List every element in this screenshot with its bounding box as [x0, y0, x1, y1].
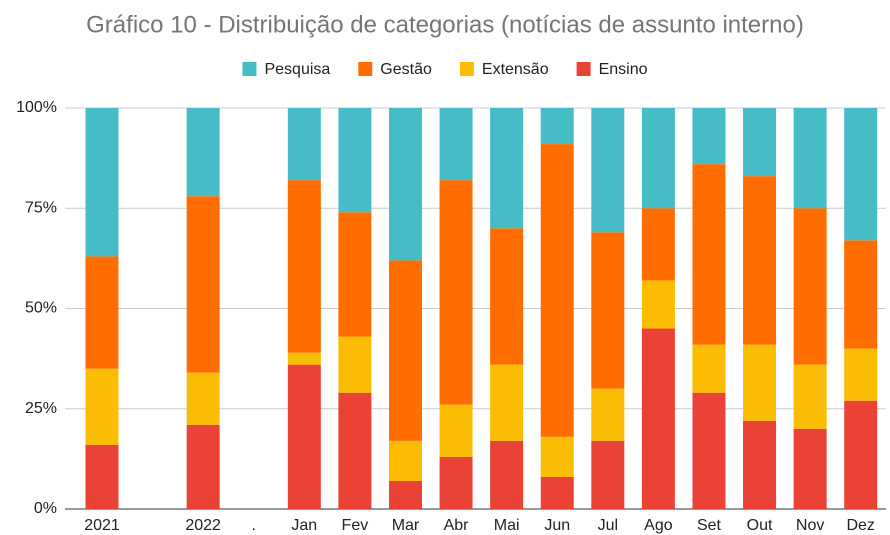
bar-segment: [591, 388, 625, 441]
bar-segment: [490, 440, 524, 509]
y-tick-label: 50%: [25, 300, 57, 317]
bar-segment: [490, 364, 524, 441]
y-tick-label: 100%: [16, 99, 57, 116]
y-tick-label: 0%: [34, 500, 57, 517]
x-tick-label: Out: [747, 517, 773, 534]
x-tick-label: Mai: [494, 517, 520, 534]
bar-segment: [287, 180, 321, 353]
y-tick-label: 75%: [25, 199, 57, 216]
bar-segment: [540, 436, 574, 477]
bar-segment: [388, 440, 422, 481]
bar-segment: [388, 260, 422, 441]
bar-segment: [287, 352, 321, 365]
y-tick-label: 25%: [25, 400, 57, 417]
x-tick-label: Set: [697, 517, 722, 534]
bar-segment: [388, 480, 422, 509]
bar-segment: [793, 364, 827, 429]
x-tick-label: Dez: [846, 517, 874, 534]
legend-swatch: [242, 62, 257, 76]
bar-segment: [540, 476, 574, 509]
bar-segment: [844, 400, 878, 509]
bar-segment: [439, 180, 473, 405]
bar-segment: [540, 144, 574, 437]
x-tick-label: Mar: [392, 517, 420, 534]
legend: Pesquisa Gestão Extensão Ensino: [242, 61, 648, 78]
bar-segment: [186, 108, 220, 197]
bar-segment: [641, 328, 675, 509]
bar-segment: [743, 176, 777, 345]
bar-segment: [641, 208, 675, 281]
bar-segment: [338, 108, 372, 213]
bar-segment: [439, 456, 473, 509]
bar-segment: [743, 108, 777, 177]
bar-segment: [743, 344, 777, 421]
x-tick-label: Abr: [444, 517, 470, 534]
bar-segment: [439, 404, 473, 457]
bar-segment: [186, 372, 220, 425]
legend-label: Pesquisa: [264, 61, 330, 78]
x-tick-label: 2022: [185, 517, 221, 534]
legend-swatch: [459, 62, 474, 76]
chart-title: Gráfico 10 - Distribuição de categorias …: [86, 11, 804, 38]
bar-segment: [287, 108, 321, 181]
x-tick-label: Jan: [291, 517, 317, 534]
bar-segment: [793, 428, 827, 509]
x-tick-label: Jul: [598, 517, 618, 534]
bar-segment: [490, 228, 524, 365]
bar-segment: [844, 240, 878, 349]
legend-label: Extensão: [482, 61, 549, 78]
bar-segment: [540, 108, 574, 145]
bar-segment: [85, 368, 119, 445]
bar-segment: [591, 440, 625, 509]
legend-label: Gestão: [380, 61, 432, 78]
bar-segment: [439, 108, 473, 181]
bar-segment: [85, 256, 119, 369]
x-tick-label: Nov: [796, 517, 824, 534]
bar-segment: [490, 108, 524, 229]
bar-segment: [338, 392, 372, 509]
bar-segment: [692, 392, 726, 509]
bar-segment: [186, 196, 220, 373]
x-tick-label: Fev: [342, 517, 369, 534]
legend-label: Ensino: [599, 61, 648, 78]
bar-segment: [591, 232, 625, 389]
x-tick-label: Jun: [544, 517, 570, 534]
bar-segment: [844, 348, 878, 401]
bar-segment: [338, 212, 372, 337]
x-tick-label: 2021: [84, 517, 120, 534]
bar-segment: [388, 108, 422, 261]
bar-segment: [793, 108, 827, 209]
bar-segment: [641, 108, 675, 209]
bar-segment: [287, 364, 321, 509]
bar-segment: [793, 208, 827, 365]
x-tick-label: Ago: [644, 517, 673, 534]
bar-segment: [641, 280, 675, 329]
bar-segment: [85, 108, 119, 257]
bar-segment: [338, 336, 372, 393]
bar-segment: [692, 108, 726, 165]
bar-segment: [186, 424, 220, 509]
bar-segment: [692, 344, 726, 393]
legend-swatch: [358, 62, 373, 76]
bar-segment: [692, 164, 726, 345]
legend-swatch: [576, 62, 591, 76]
bar-segment: [85, 444, 119, 509]
bar-segment: [844, 108, 878, 241]
bar-segment: [743, 420, 777, 509]
bar-segment: [591, 108, 625, 233]
x-tick-label: .: [252, 517, 256, 534]
